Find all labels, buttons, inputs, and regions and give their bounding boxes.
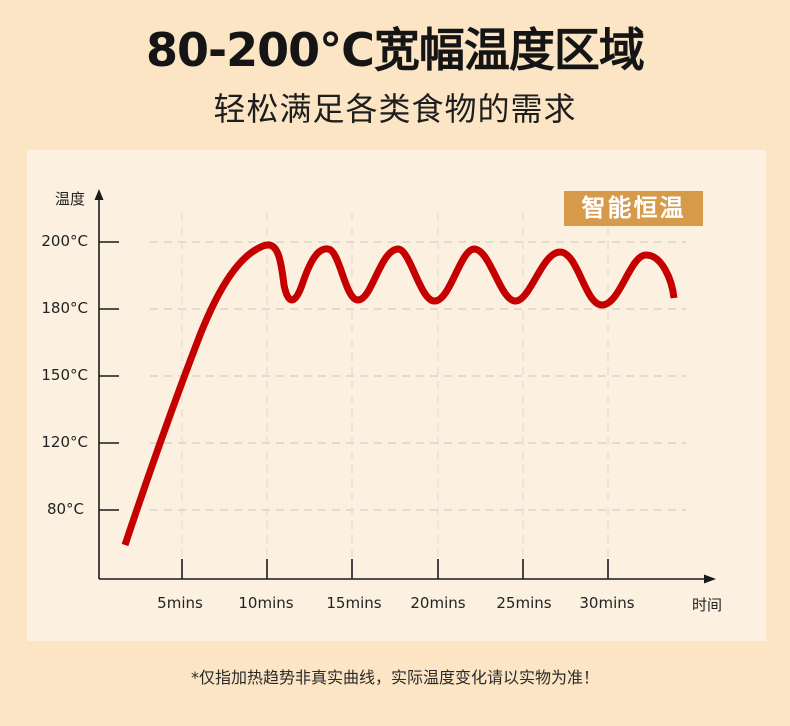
y-tick-label: 120°C bbox=[41, 433, 88, 451]
y-axis bbox=[98, 198, 119, 579]
disclaimer-footnote: *仅指加热趋势非真实曲线，实际温度变化请以实物为准！ bbox=[190, 668, 599, 687]
smart-constant-temp-badge: 智能恒温 bbox=[564, 191, 703, 226]
x-axis bbox=[99, 559, 706, 580]
horizontal-gridlines bbox=[150, 241, 686, 511]
x-tick-label: 10mins bbox=[238, 594, 294, 612]
y-tick-label: 180°C bbox=[41, 299, 88, 317]
x-axis-arrow-icon bbox=[704, 574, 716, 584]
temperature-curve bbox=[121, 241, 678, 547]
y-tick-label: 200°C bbox=[41, 232, 88, 250]
y-axis-arrow-icon bbox=[94, 189, 104, 200]
page-title: 80-200°C宽幅温度区域 bbox=[146, 23, 645, 77]
y-axis-label: 温度 bbox=[55, 190, 86, 208]
x-tick-label: 5mins bbox=[157, 594, 203, 612]
x-tick-label: 25mins bbox=[496, 594, 552, 612]
vertical-gridlines bbox=[181, 213, 609, 560]
y-tick-label: 80°C bbox=[46, 500, 84, 518]
x-tick-label: 30mins bbox=[579, 594, 635, 612]
chart-panel bbox=[27, 150, 766, 641]
page-subtitle: 轻松满足各类食物的需求 bbox=[213, 90, 577, 128]
x-tick-label: 20mins bbox=[410, 594, 466, 612]
y-tick-label: 150°C bbox=[41, 366, 88, 384]
x-axis-label: 时间 bbox=[692, 596, 723, 614]
x-tick-label: 15mins bbox=[326, 594, 382, 612]
